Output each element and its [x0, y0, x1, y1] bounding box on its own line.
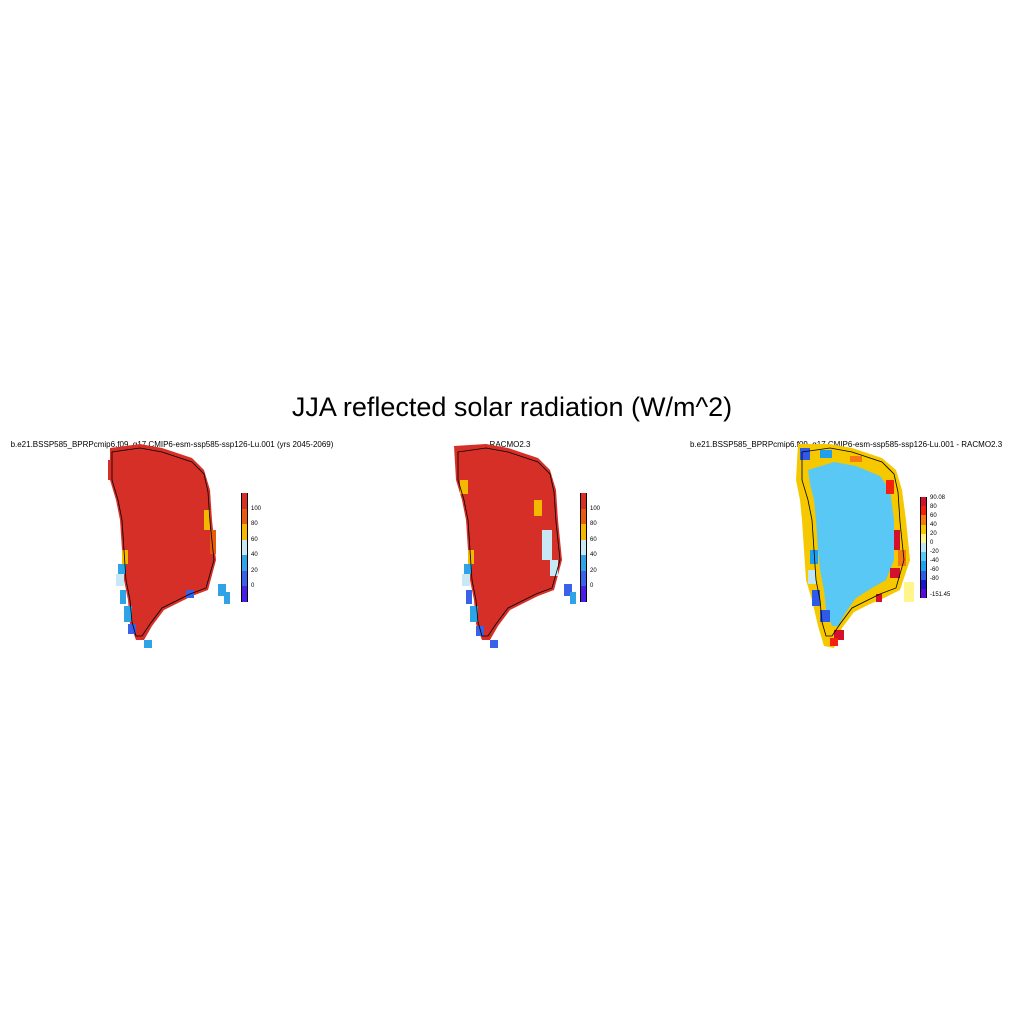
- cbar-seg: [920, 589, 927, 599]
- cbar-seg: [580, 586, 587, 602]
- cbar-label: 40: [590, 552, 597, 558]
- cbar-seg: [920, 506, 927, 516]
- cbar-seg: [920, 533, 927, 543]
- cbar-seg: [920, 497, 927, 507]
- cbar-seg: [920, 561, 927, 571]
- cbar-label: -151.45: [930, 592, 951, 598]
- cbar-seg: [920, 570, 927, 580]
- panel-subtitle-difference: b.e21.BSSP585_BPRPcmip6.f09_g17.CMIP6-es…: [690, 440, 1003, 449]
- cbar-seg: [580, 570, 587, 586]
- coastline: [457, 447, 561, 637]
- figure-title: JJA reflected solar radiation (W/m^2): [291, 392, 733, 422]
- coastal-margin-cells: [800, 448, 914, 646]
- cbar-label: -20: [930, 549, 939, 555]
- cbar-label: 100: [251, 505, 262, 512]
- cbar-seg: [920, 552, 927, 562]
- cbar-label: 60: [930, 513, 937, 519]
- cbar-label: 40: [930, 522, 937, 528]
- cbar-seg: [241, 586, 248, 602]
- cbar-seg: [241, 524, 248, 540]
- greenland-map-difference: [796, 444, 914, 648]
- cbar-label: 80: [590, 521, 597, 527]
- cbar-seg: [241, 508, 248, 524]
- cbar-seg: [920, 579, 927, 589]
- cbar-seg: [241, 539, 248, 555]
- coastline: [111, 447, 215, 637]
- cbar-seg: [580, 508, 587, 524]
- cbar-label: 40: [251, 552, 258, 558]
- cbar-label: 0: [930, 540, 934, 546]
- cbar-label: 100: [590, 505, 601, 512]
- greenland-map-model: [108, 444, 230, 648]
- cbar-label: 20: [251, 567, 258, 574]
- cbar-seg: [580, 555, 587, 571]
- cbar-seg: [920, 515, 927, 525]
- greenland-map-racmo: [454, 444, 576, 648]
- cbar-label: 80: [930, 504, 937, 510]
- cbar-label: 20: [930, 531, 937, 537]
- cbar-seg: [580, 493, 587, 509]
- cbar-seg: [241, 555, 248, 571]
- cbar-label: -80: [930, 576, 939, 582]
- cbar-label: 80: [251, 521, 258, 527]
- panel-subtitle-model: b.e21.BSSP585_BPRPcmip6.f09_g17.CMIP6-es…: [10, 440, 334, 449]
- cbar-label: 0: [251, 583, 255, 589]
- cbar-seg: [580, 539, 587, 555]
- coastline: [801, 447, 905, 637]
- cbar-label: 60: [590, 536, 597, 543]
- cbar-label: 90.08: [930, 495, 946, 501]
- cbar-seg: [580, 524, 587, 540]
- cbar-label: 60: [251, 536, 258, 543]
- cbar-seg: [241, 570, 248, 586]
- panel-subtitle-racmo: RACMO2.3: [489, 440, 531, 449]
- cbar-label: -40: [930, 558, 939, 564]
- cbar-label: 20: [590, 567, 597, 574]
- ice-sheet-field: [454, 444, 562, 640]
- cbar-label: -60: [930, 567, 939, 573]
- cbar-label: 0: [590, 583, 594, 589]
- ice-sheet-field: [808, 462, 894, 626]
- cbar-seg: [920, 543, 927, 553]
- coastal-margin-cells: [460, 480, 576, 648]
- cbar-seg: [920, 524, 927, 534]
- cbar-seg: [241, 493, 248, 509]
